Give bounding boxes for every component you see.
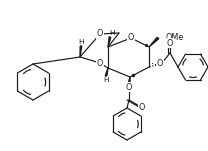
Text: O: O <box>167 39 173 48</box>
Text: H: H <box>109 30 115 36</box>
Polygon shape <box>105 68 108 76</box>
Text: O: O <box>139 103 145 111</box>
Text: O: O <box>126 82 132 92</box>
Polygon shape <box>108 37 111 47</box>
Text: O: O <box>157 58 163 67</box>
Text: O: O <box>128 34 134 42</box>
Text: O: O <box>97 58 103 67</box>
Text: H: H <box>78 39 84 45</box>
Polygon shape <box>128 77 130 85</box>
Polygon shape <box>80 46 82 57</box>
Text: H: H <box>103 77 109 83</box>
Text: OMe: OMe <box>166 34 184 42</box>
Polygon shape <box>149 37 159 47</box>
Text: O: O <box>97 29 103 39</box>
